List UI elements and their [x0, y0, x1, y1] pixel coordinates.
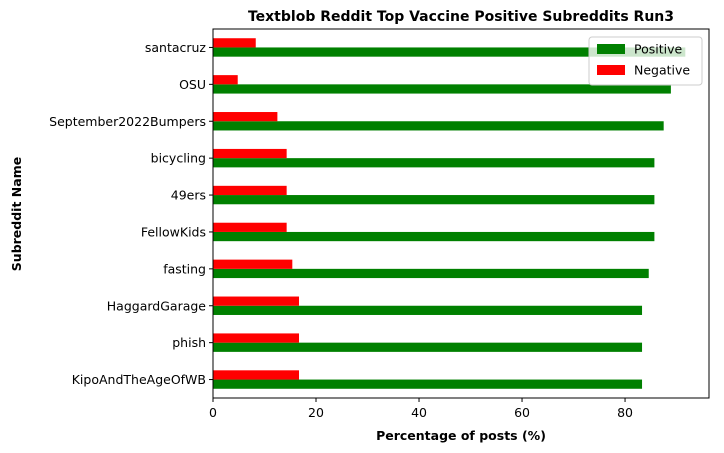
- chart-title: Textblob Reddit Top Vaccine Positive Sub…: [248, 9, 674, 25]
- y-tick-label: fasting: [163, 261, 206, 276]
- bar-positive: [213, 195, 655, 205]
- y-tick-label: bicycling: [151, 151, 206, 166]
- y-tick-label: santacruz: [145, 40, 207, 55]
- y-tick-label: phish: [172, 335, 206, 350]
- bar-positive: [213, 121, 664, 131]
- bar-negative: [213, 148, 287, 159]
- x-tick-label: 60: [514, 405, 530, 420]
- bar-positive: [213, 231, 655, 242]
- y-tick-label: FellowKids: [141, 224, 206, 239]
- bar-negative: [213, 38, 256, 48]
- y-tick-label: KipoAndTheAgeOfWB: [72, 372, 206, 387]
- bar-positive: [213, 47, 686, 57]
- bar-negative: [213, 370, 300, 380]
- legend: Positive Negative: [588, 36, 703, 86]
- bar-negative: [213, 112, 278, 122]
- y-tick-label: 49ers: [171, 188, 206, 203]
- x-tick-label: 0: [209, 405, 217, 420]
- bar-negative: [213, 296, 300, 306]
- bar-positive: [213, 158, 655, 168]
- bar-positive: [213, 342, 643, 352]
- y-tick-label: HaggardGarage: [107, 298, 207, 313]
- y-tick-label: OSU: [179, 77, 206, 92]
- bar-negative: [213, 259, 293, 269]
- bar-negative: [213, 222, 287, 232]
- bar-positive: [213, 305, 643, 315]
- x-tick-label: 20: [308, 405, 324, 420]
- bar-positive: [213, 268, 649, 279]
- legend-label: Positive: [634, 42, 682, 57]
- bar-positive: [213, 379, 643, 389]
- y-axis-label: Subreddit Name: [9, 157, 24, 271]
- plot-frame: [212, 28, 710, 399]
- y-tick-label: September2022Bumpers: [49, 114, 206, 129]
- legend-swatch: [597, 44, 625, 54]
- x-tick-label: 40: [411, 405, 427, 420]
- legend-swatch: [597, 65, 625, 75]
- legend-label: Negative: [634, 63, 690, 78]
- bar-negative: [213, 75, 238, 85]
- x-axis-label: Percentage of posts (%): [376, 428, 546, 443]
- x-tick-label: 80: [617, 405, 633, 420]
- bar-negative: [213, 185, 287, 196]
- y-axis-ticks: KipoAndTheAgeOfWB phish HaggardGarage fasti…: [49, 40, 213, 387]
- bar-negative: [213, 333, 300, 343]
- x-axis-ticks: 0 20 40 60 80: [209, 398, 633, 420]
- bar-positive: [213, 84, 671, 94]
- bars: [213, 38, 686, 389]
